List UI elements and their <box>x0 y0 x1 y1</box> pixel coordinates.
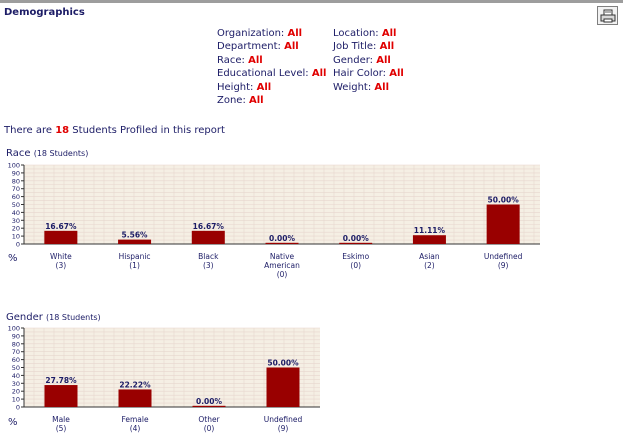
gender-category-label: Female <box>121 415 149 424</box>
filter-location: Location: All <box>333 28 397 39</box>
print-button[interactable] <box>597 6 618 25</box>
gender-bar <box>266 367 300 407</box>
race-data-label: 0.00% <box>269 234 296 243</box>
race-category-count: (9) <box>498 261 509 270</box>
race-y-tick-label: 40 <box>12 209 20 217</box>
race-bar <box>339 242 373 244</box>
gender-y-tick-label: 70 <box>12 348 20 356</box>
gender-y-tick-label: 40 <box>12 372 20 380</box>
gender-y-tick-label: 20 <box>12 388 20 396</box>
gender-category-label: Male <box>52 415 70 424</box>
filter-zone: Zone: All <box>217 95 264 106</box>
race-category-count: (3) <box>56 261 67 270</box>
race-y-tick-label: 100 <box>8 162 20 170</box>
filter-hair-color: Hair Color: All <box>333 68 404 79</box>
race-y-tick-label: 20 <box>12 225 20 233</box>
gender-bar <box>44 385 78 407</box>
race-category-label: Black <box>198 252 219 261</box>
gender-y-tick-label: 30 <box>12 380 20 388</box>
gender-bar <box>118 389 152 407</box>
race-y-tick-label: 50 <box>12 201 20 209</box>
race-data-label: 11.11% <box>414 226 446 235</box>
race-data-label: 0.00% <box>343 234 370 243</box>
filter-weight: Weight: All <box>333 82 390 93</box>
race-y-tick-label: 0 <box>16 241 20 249</box>
race-category-label: Eskimo <box>342 252 369 261</box>
gender-y-tick-label: 0 <box>16 404 20 412</box>
gender-y-tick-label: 90 <box>12 332 20 340</box>
race-bar <box>486 204 520 244</box>
gender-category-count: (0) <box>204 424 215 433</box>
gender-chart-title: Gender (18 Students) <box>6 312 101 323</box>
race-bar <box>412 235 446 244</box>
race-category-count: (0) <box>350 261 361 270</box>
race-data-label: 16.67% <box>193 222 225 231</box>
race-category-count: (1) <box>129 261 140 270</box>
race-y-tick-label: 60 <box>12 193 20 201</box>
race-category-count: (2) <box>424 261 435 270</box>
gender-data-label: 27.78% <box>45 376 77 385</box>
filter-organization: Organization: All <box>217 28 303 39</box>
student-count: 18 <box>55 125 70 136</box>
race-y-tick-label: 90 <box>12 169 20 177</box>
gender-category-count: (9) <box>278 424 289 433</box>
race-category-count: (3) <box>203 261 214 270</box>
race-y-tick-label: 10 <box>12 233 20 241</box>
race-percent-axis-label: % <box>8 253 18 264</box>
race-bar <box>44 230 78 244</box>
race-y-tick-label: 80 <box>12 177 20 185</box>
gender-y-tick-label: 60 <box>12 356 20 364</box>
gender-percent-axis-label: % <box>8 417 18 428</box>
filter-gender: Gender: All <box>333 55 391 66</box>
gender-data-label: 50.00% <box>267 359 299 368</box>
race-bar <box>191 230 225 244</box>
gender-y-tick-label: 10 <box>12 396 20 404</box>
race-bar <box>118 239 152 244</box>
gender-data-label: 22.22% <box>119 380 151 389</box>
filter-race: Race: All <box>217 55 263 66</box>
gender-y-tick-label: 80 <box>12 340 20 348</box>
race-data-label: 5.56% <box>122 231 149 240</box>
race-bar <box>265 242 299 244</box>
gender-bar <box>192 405 226 407</box>
section-title: Demographics <box>4 7 85 18</box>
gender-data-label: 0.00% <box>196 397 223 406</box>
gender-y-tick-label: 100 <box>8 325 20 333</box>
race-category-label: White <box>50 252 72 261</box>
race-chart: 010203040506070809010016.67%White(3)5.56… <box>8 162 540 279</box>
gender-category-label: Other <box>198 415 220 424</box>
race-category-label: American <box>264 261 300 270</box>
race-category-label: Asian <box>419 252 440 261</box>
race-y-tick-label: 70 <box>12 185 20 193</box>
race-category-label: Hispanic <box>119 252 151 261</box>
race-data-label: 16.67% <box>45 222 77 231</box>
race-y-tick-label: 30 <box>12 217 20 225</box>
printer-icon <box>600 9 616 23</box>
gender-category-label: Undefined <box>264 415 303 424</box>
filter-educational-level: Educational Level: All <box>217 68 327 79</box>
race-chart-title: Race (18 Students) <box>6 148 89 159</box>
filter-department: Department: All <box>217 41 299 52</box>
race-category-label: Undefined <box>484 252 523 261</box>
race-data-label: 50.00% <box>488 196 520 205</box>
gender-y-tick-label: 50 <box>12 364 20 372</box>
filter-height: Height: All <box>217 82 272 93</box>
race-category-count: (0) <box>277 270 288 279</box>
top-divider <box>0 0 623 3</box>
race-category-label: Native <box>270 252 295 261</box>
student-count-summary: There are 18 Students Profiled in this r… <box>4 125 225 136</box>
filter-job-title: Job Title: All <box>333 41 395 52</box>
gender-category-count: (5) <box>56 424 67 433</box>
gender-category-count: (4) <box>130 424 141 433</box>
